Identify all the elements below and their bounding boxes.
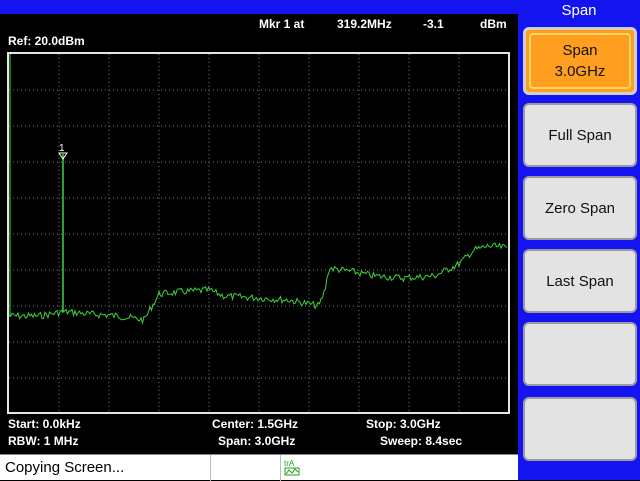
full-span-softkey[interactable]: Full Span <box>523 103 637 167</box>
resolution-bandwidth: RBW: 1 MHz <box>8 434 79 448</box>
marker-number: 1 <box>59 143 65 154</box>
marker-level: -3.1 <box>423 17 444 31</box>
marker-unit: dBm <box>480 17 507 31</box>
center-frequency: Center: 1.5GHz <box>212 417 299 431</box>
stop-frequency: Stop: 3.0GHz <box>366 417 441 431</box>
sweep-time: Sweep: 8.4sec <box>380 434 463 448</box>
reference-level: Ref: 20.0dBm <box>8 34 85 48</box>
trace-a-line <box>9 242 508 325</box>
span-softkey-label: Span <box>562 42 598 59</box>
zero-span-softkey[interactable]: Zero Span <box>523 176 637 240</box>
spectrum-graph: 1 <box>9 54 508 412</box>
status-divider <box>280 455 281 481</box>
span-menu-panel: Span Span 3.0GHz Full Span Zero Span Las… <box>518 0 640 480</box>
last-span-softkey[interactable]: Last Span <box>523 249 637 313</box>
empty-softkey-1[interactable] <box>523 322 637 386</box>
marker-label: Mkr 1 at <box>259 17 305 31</box>
marker-frequency: 319.2MHz <box>337 17 392 31</box>
svg-text:trA: trA <box>284 459 295 468</box>
span-readout: Span: 3.0GHz <box>218 434 296 448</box>
span-softkey[interactable]: Span 3.0GHz <box>523 27 637 95</box>
empty-softkey-2[interactable] <box>523 397 637 461</box>
spectrum-display: 1 <box>7 52 510 414</box>
span-softkey-value: 3.0GHz <box>554 63 606 80</box>
top-status-bar <box>0 0 518 14</box>
trace-a-icon: trA <box>284 459 300 476</box>
graticule <box>9 54 508 412</box>
menu-title: Span <box>561 2 597 19</box>
marker-indicator-icon <box>58 152 68 160</box>
status-message: Copying Screen... <box>5 459 125 476</box>
status-divider <box>210 455 211 481</box>
start-frequency: Start: 0.0kHz <box>8 417 81 431</box>
status-bar: Copying Screen... trA <box>0 454 518 481</box>
